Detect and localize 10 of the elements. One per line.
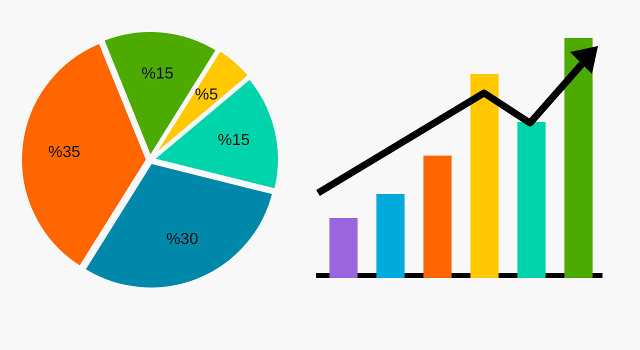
data-label: %15 — [141, 66, 174, 83]
bar — [470, 74, 499, 278]
data-label: %5 — [194, 86, 218, 104]
bar — [423, 156, 452, 278]
data-label: %35 — [48, 144, 80, 161]
bar — [517, 122, 546, 278]
bar — [376, 194, 405, 278]
data-label: %15 — [218, 132, 250, 150]
bar — [329, 218, 358, 278]
data-label: %30 — [166, 231, 198, 248]
